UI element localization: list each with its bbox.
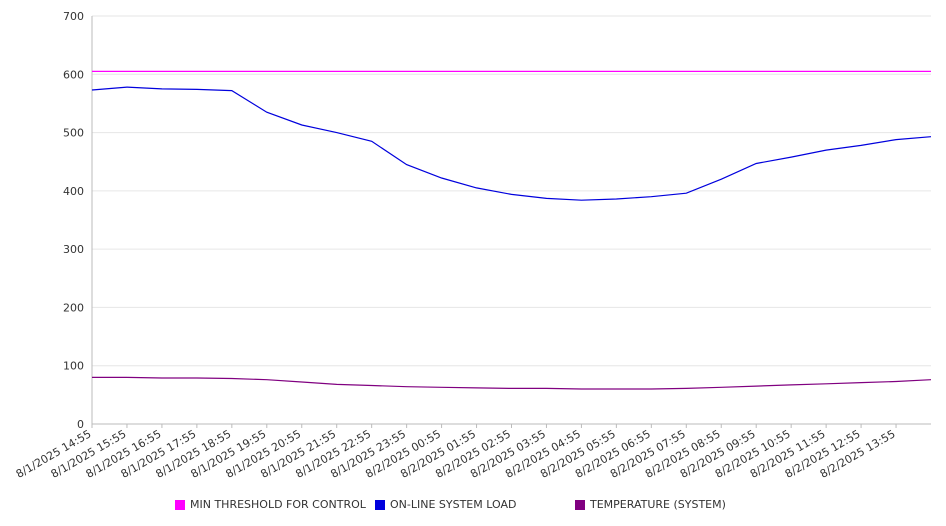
y-tick-label: 100 <box>63 360 84 373</box>
y-tick-label: 300 <box>63 243 84 256</box>
y-tick-label: 400 <box>63 185 84 198</box>
y-tick-label: 0 <box>77 418 84 431</box>
series-lines <box>91 70 932 390</box>
legend-swatch-system-load <box>375 499 385 510</box>
legend-label-system-load: ON-LINE SYSTEM LOAD <box>390 498 517 511</box>
legend: MIN THRESHOLD FOR CONTROL ON-LINE SYSTEM… <box>0 498 946 514</box>
series-temperature-line <box>92 376 932 390</box>
y-tick-label: 500 <box>63 127 84 140</box>
axes <box>91 16 931 425</box>
legend-swatch-temperature <box>575 499 585 510</box>
x-axis-ticks: 8/1/2025 14:558/1/2025 15:558/1/2025 16:… <box>14 424 898 481</box>
y-tick-label: 200 <box>63 301 84 314</box>
series-system-load-line <box>91 86 932 201</box>
legend-label-min-threshold: MIN THRESHOLD FOR CONTROL <box>190 498 366 511</box>
y-tick-label: 600 <box>63 68 84 81</box>
gridlines <box>92 15 931 425</box>
legend-item-temperature: TEMPERATURE (SYSTEM) <box>575 498 726 511</box>
legend-label-temperature: TEMPERATURE (SYSTEM) <box>590 498 726 511</box>
legend-item-system-load: ON-LINE SYSTEM LOAD <box>375 498 516 511</box>
y-tick-label: 700 <box>63 10 84 23</box>
legend-swatch-min-threshold <box>175 499 185 510</box>
legend-item-min-threshold: MIN THRESHOLD FOR CONTROL <box>175 498 366 511</box>
y-axis-ticks: 0 100 200 300 400 500 600 700 <box>63 10 84 431</box>
